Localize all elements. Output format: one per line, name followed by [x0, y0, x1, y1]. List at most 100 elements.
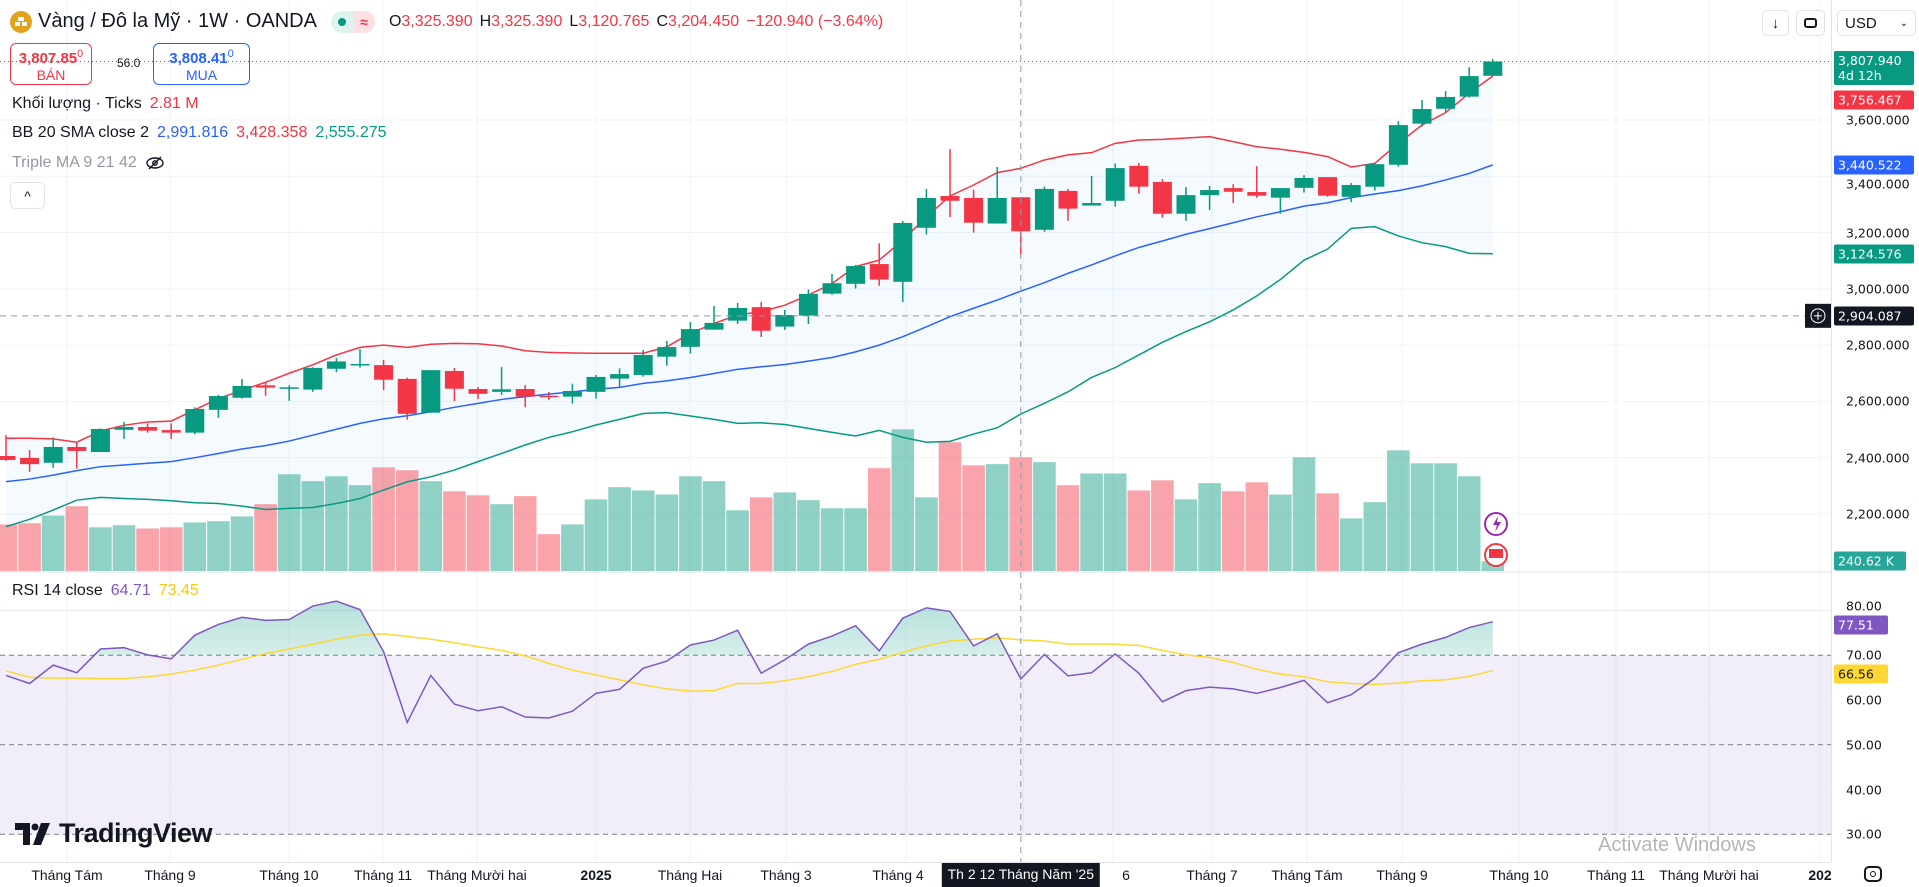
volume-bar — [1127, 490, 1151, 571]
plus-circle-icon — [1810, 308, 1826, 324]
last-price-value: 3,807.940 — [1838, 53, 1902, 69]
price-axis[interactable]: USD ⌄ 3,600.000 3,400.000 3,200.000 3,000.00… — [1831, 0, 1919, 862]
candle-body — [916, 197, 936, 228]
time-axis-label: Tháng 4 — [872, 867, 924, 883]
volume-bar — [891, 429, 915, 571]
candle-body — [138, 427, 158, 431]
volume-bar — [230, 516, 254, 571]
candle-body — [350, 363, 370, 366]
price-axis-label: 3,600.000 — [1846, 112, 1910, 128]
candle-body — [185, 408, 205, 433]
legend-bb[interactable]: BB 20 SMA close 2 2,991.816 3,428.358 2,555… — [12, 124, 387, 142]
volume-bar — [584, 499, 608, 571]
volume-bar — [301, 481, 325, 571]
sell-button[interactable]: 3,807.850 BÁN — [10, 43, 92, 85]
time-axis-label: Tháng 10 — [1489, 867, 1549, 883]
candle-body — [515, 389, 535, 397]
symbol-title[interactable]: Vàng / Đô la Mỹ · 1W · OANDA — [38, 10, 317, 32]
volume-bar — [1387, 450, 1410, 571]
volume-bar — [0, 524, 18, 571]
us-flag-icon — [1489, 549, 1503, 558]
rsi-axis-label: 80.00 — [1846, 598, 1882, 614]
time-axis-label: Tháng 9 — [144, 867, 196, 883]
settings-icon[interactable] — [1864, 866, 1882, 882]
rsi-line — [5, 600, 1493, 725]
volume-bar — [631, 490, 655, 571]
candle-body — [987, 197, 1007, 224]
volume-bar — [159, 527, 183, 571]
plus-icon — [1814, 311, 1822, 320]
volume-bar — [325, 476, 348, 571]
currency-select[interactable]: USD ⌄ — [1837, 10, 1916, 36]
chart-canvas[interactable] — [0, 0, 1831, 862]
price-axis-label: 2,200.000 — [1846, 506, 1910, 522]
candle-body — [633, 354, 653, 375]
time-axis-label: 2025 — [580, 867, 612, 883]
candle-body — [20, 457, 40, 465]
candle-body — [279, 387, 299, 389]
volume-bar — [537, 534, 561, 571]
candle-body — [1129, 165, 1149, 187]
candle-body — [704, 322, 724, 330]
change-value: −120.940 (−3.64%) — [746, 12, 884, 30]
volume-bar — [1410, 463, 1434, 571]
time-axis[interactable]: Tháng Tám Tháng 9 Tháng 10 Tháng 11 Tháng Mư… — [0, 862, 1832, 887]
rsi-axis-label: 70.00 — [1846, 647, 1882, 663]
bb-upper-tag: 3,756.467 — [1834, 90, 1914, 110]
candle-body — [893, 222, 913, 282]
collapse-legend-button[interactable]: ^ — [10, 182, 45, 209]
rsi-axis-label: 50.00 — [1846, 737, 1882, 753]
time-axis-label: Tháng Mười hai — [427, 867, 527, 883]
volume-bar — [1198, 483, 1221, 571]
candle-body — [1459, 76, 1479, 97]
lightning-icon — [1493, 516, 1501, 532]
volume-bar — [18, 523, 41, 571]
legend-rsi[interactable]: RSI 14 close 64.71 73.45 — [12, 582, 199, 600]
sell-price: 3,807.85 — [18, 50, 78, 67]
volume-bar — [938, 442, 962, 571]
volume-legend-label: Khối lượng · Ticks — [12, 95, 142, 112]
legend-volume[interactable]: Khối lượng · Ticks 2.81 M — [12, 95, 199, 113]
rsi-legend-label: RSI 14 close — [12, 582, 103, 599]
candle-body — [232, 385, 252, 398]
time-axis-label: Tháng Hai — [657, 867, 723, 883]
eye-hidden-icon[interactable] — [145, 156, 165, 170]
rsi-value: 64.71 — [110, 582, 151, 599]
bb-lower-line — [5, 225, 1493, 528]
volume-bar — [395, 470, 419, 571]
fullscreen-button[interactable] — [1796, 10, 1825, 36]
volume-bar — [749, 497, 773, 571]
volume-bar — [136, 528, 159, 571]
bb-legend-label: BB 20 SMA close 2 — [12, 124, 149, 141]
volume-bar — [608, 487, 631, 571]
candle-body — [751, 307, 771, 331]
bb-lower-tag: 3,124.576 — [1834, 244, 1914, 264]
time-axis-label: Tháng Mười hai — [1659, 867, 1759, 883]
candle-body — [657, 347, 677, 357]
candle-body — [303, 367, 323, 390]
time-axis-label: Tháng 7 — [1186, 867, 1238, 883]
volume-bar — [1151, 480, 1174, 571]
status-pill[interactable]: ≈ — [330, 10, 375, 33]
volume-bar — [1269, 494, 1292, 571]
volume-bar — [1457, 476, 1481, 571]
candle-body — [1200, 190, 1220, 196]
legend-triple-ma[interactable]: Triple MA 9 21 42 — [12, 154, 165, 172]
buy-button[interactable]: 3,808.410 MUA — [153, 43, 250, 85]
bb-fill — [6, 75, 1493, 527]
scroll-to-latest-button[interactable]: ↓ — [1762, 10, 1789, 36]
volume-tag: 240.62 K — [1834, 551, 1906, 571]
candle-body — [421, 370, 441, 413]
volume-bar — [65, 506, 89, 571]
candle-body — [1034, 188, 1054, 230]
volume-bar — [1434, 463, 1457, 571]
candle-body — [1294, 177, 1314, 188]
volume-bar — [1033, 462, 1056, 571]
time-axis-label: Tháng 11 — [353, 867, 413, 883]
candle-body — [1105, 168, 1125, 201]
price-axis-label: 3,400.000 — [1846, 176, 1910, 192]
spread-value: 56.0 — [117, 56, 141, 70]
time-axis-label: Tháng 3 — [760, 867, 812, 883]
tradingview-logo-icon — [15, 822, 50, 845]
candle-body — [1341, 185, 1361, 197]
